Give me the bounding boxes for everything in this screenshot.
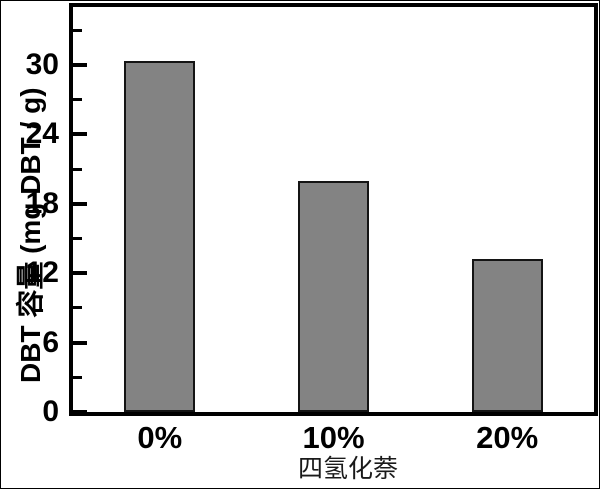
- y-tick-label-6: 6: [42, 325, 59, 359]
- y-major-tick-0: [73, 410, 87, 414]
- plot-inner: [73, 7, 594, 414]
- y-minor-tick-3: [73, 375, 82, 379]
- y-major-tick-24: [73, 132, 87, 137]
- y-major-tick-30: [73, 62, 87, 67]
- y-minor-tick-33: [73, 28, 82, 32]
- y-major-tick-12: [73, 271, 87, 276]
- bar-10%: [298, 180, 369, 412]
- y-minor-tick-27: [73, 98, 82, 102]
- x-category-label-0%: 0%: [137, 420, 183, 455]
- y-tick-label-0: 0: [42, 395, 59, 428]
- x-category-label-10%: 10%: [302, 420, 365, 455]
- bar-0%: [124, 61, 196, 412]
- y-tick-label-24: 24: [25, 117, 59, 151]
- y-minor-tick-9: [73, 306, 82, 310]
- y-minor-tick-15: [73, 236, 82, 240]
- y-minor-tick-21: [73, 167, 82, 171]
- x-category-label-20%: 20%: [476, 420, 539, 455]
- bar-20%: [471, 259, 543, 412]
- y-tick-label-18: 18: [25, 186, 59, 220]
- y-tick-label-30: 30: [25, 47, 59, 81]
- plot-area: [69, 3, 598, 416]
- y-major-tick-6: [73, 340, 87, 345]
- y-tick-label-12: 12: [25, 256, 59, 290]
- y-major-tick-18: [73, 201, 87, 206]
- x-axis-title: 四氢化萘: [297, 455, 398, 483]
